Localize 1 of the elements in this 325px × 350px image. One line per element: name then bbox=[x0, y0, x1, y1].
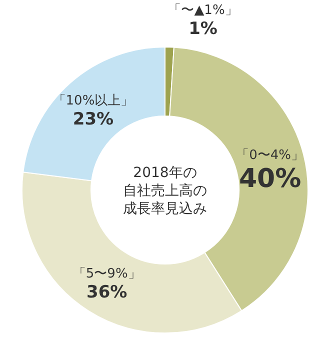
title: 2018年の自社売上高の成長率見込み bbox=[123, 165, 207, 217]
